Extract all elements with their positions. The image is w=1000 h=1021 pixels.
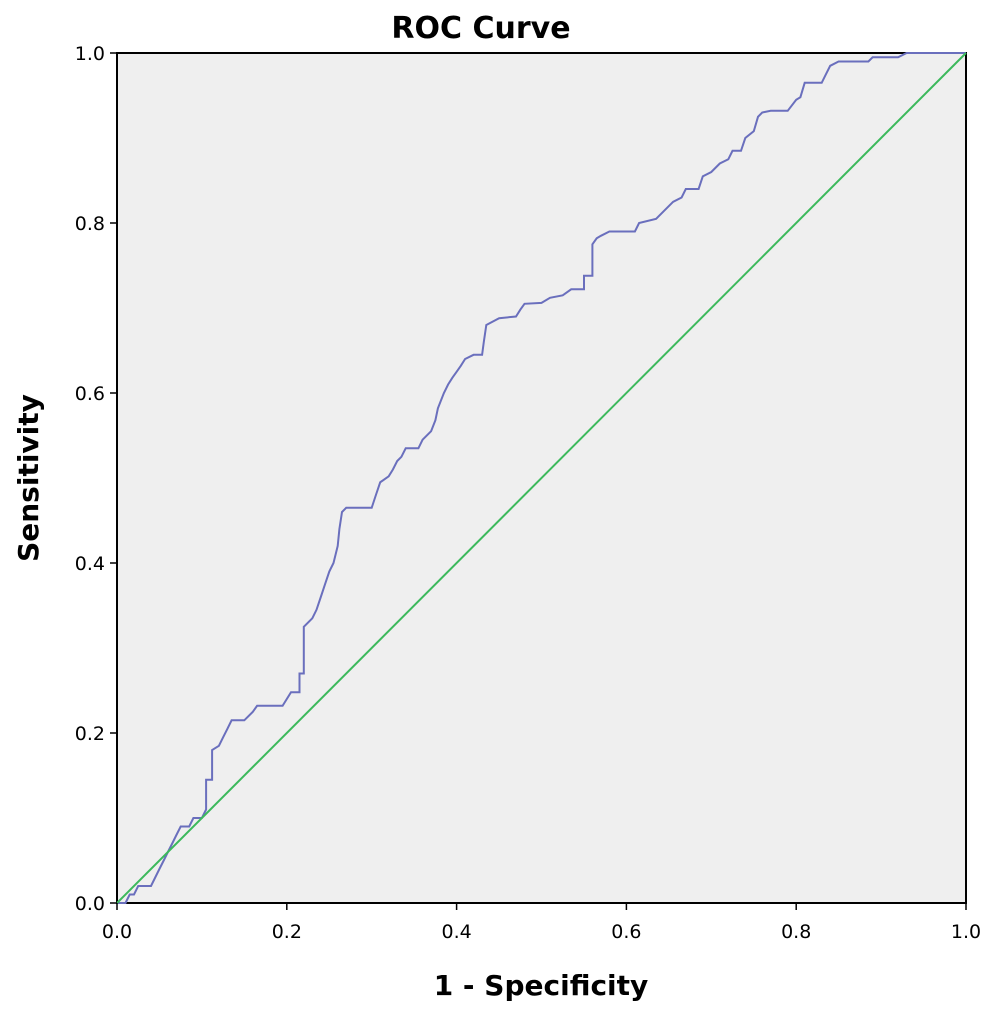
x-axis-label: 1 - Specificity [434, 969, 649, 1002]
y-axis-label: Sensitivity [12, 394, 45, 562]
x-tick-label: 0.0 [102, 921, 132, 943]
x-tick-label: 0.2 [272, 921, 302, 943]
x-tick-label: 0.4 [441, 921, 471, 943]
chart-title: ROC Curve [391, 11, 570, 46]
reference-diagonal-line [116, 52, 967, 904]
y-tick-label: 0.2 [75, 723, 105, 745]
y-tick-label: 0.6 [75, 383, 105, 405]
y-tick-label: 0.8 [75, 213, 105, 235]
x-tick-label: 0.6 [611, 921, 641, 943]
y-tick-label: 0.0 [75, 893, 105, 915]
y-tick-label: 0.4 [75, 553, 105, 575]
roc-curve-line [117, 52, 966, 904]
x-tick-label: 1.0 [951, 921, 981, 943]
y-tick-label: 1.0 [75, 43, 105, 65]
x-tick-label: 0.8 [781, 921, 811, 943]
